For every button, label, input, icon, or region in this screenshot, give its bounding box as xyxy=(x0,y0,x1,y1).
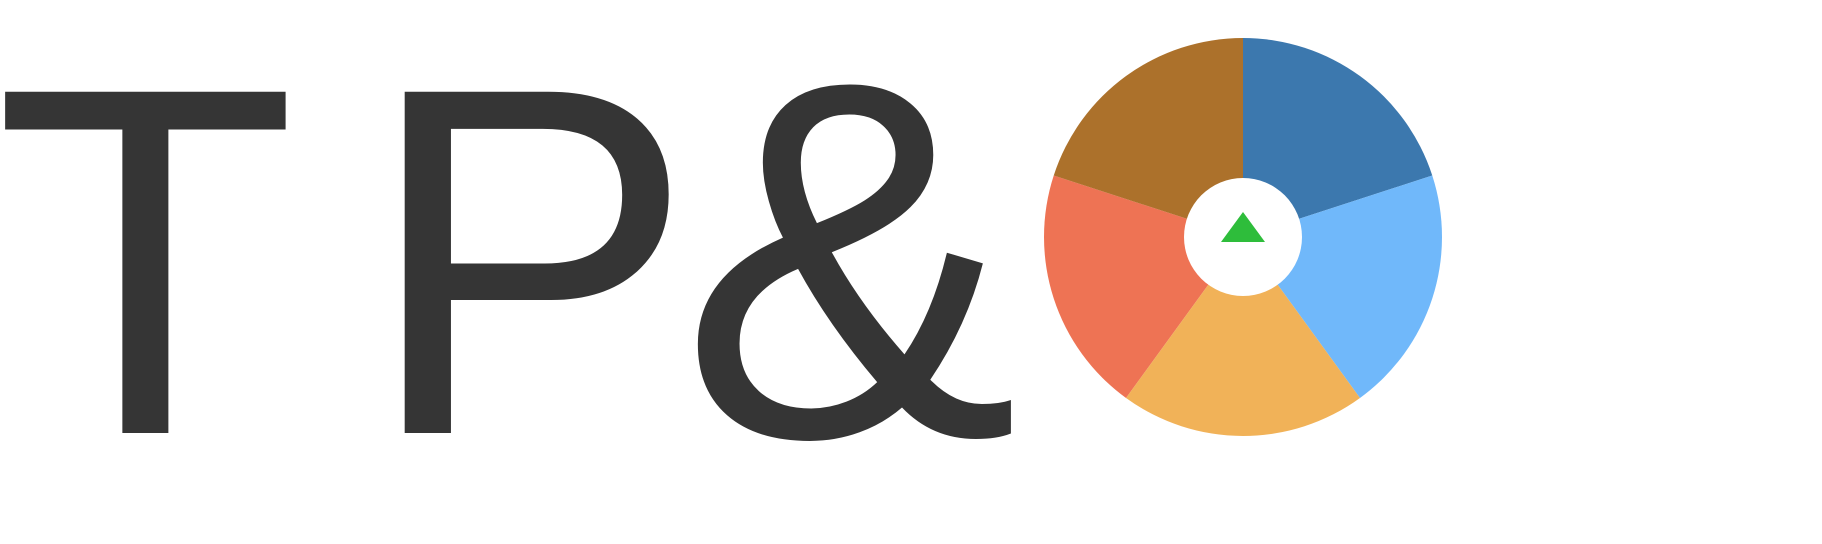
triangle-up-icon xyxy=(1221,212,1265,242)
logo-letter-t: T xyxy=(0,0,297,539)
wheel-segment-3 xyxy=(1243,38,1433,237)
wheel-segment-5 xyxy=(1126,237,1360,436)
color-wheel-logo xyxy=(1044,38,1442,436)
logo-letter-p: P xyxy=(364,0,695,539)
logo-wordmark: T P & xyxy=(0,0,1019,544)
wheel-segment-2 xyxy=(1053,38,1243,237)
logo-ampersand: & xyxy=(680,0,1019,544)
